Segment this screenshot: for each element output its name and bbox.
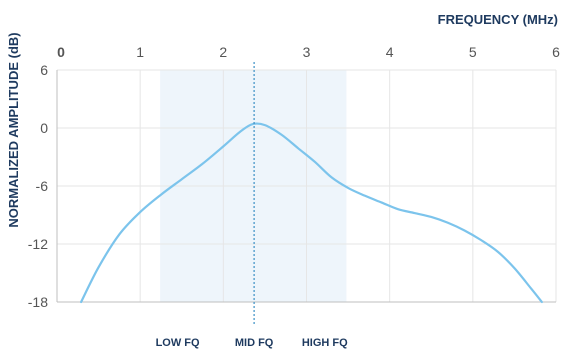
x-tick-label: 3 [303,44,311,60]
y-tick-label: 0 [40,120,48,136]
x-tick-label: 6 [552,44,560,60]
y-tick-label: -18 [28,294,48,310]
x-tick-labels: 0 1 2 3 4 5 6 [57,44,560,60]
grid-layer [57,69,557,302]
x-tick-label: 0 [57,44,65,60]
x-axis-title: FREQUENCY (MHz) [438,12,558,27]
x-tick-label: 2 [219,44,227,60]
series-layer [80,122,543,304]
x-tick-label: 4 [386,44,394,60]
y-tick-label: 6 [40,62,48,78]
band-labels: LOW FQ MID FQ HIGH FQ [156,337,349,349]
y-tick-label: -6 [36,178,49,194]
y-tick-labels: 6 0 -6 -12 -18 [28,62,48,310]
axis-layer [56,70,556,303]
x-tick-label: 5 [469,44,477,60]
band-label: MID FQ [235,337,274,349]
band-label: LOW FQ [156,337,200,349]
band-label: HIGH FQ [302,337,348,349]
y-tick-label: -12 [28,236,48,252]
x-tick-label: 1 [136,44,144,60]
y-axis-title: NORMALIZED AMPLITUDE (dB) [6,32,21,227]
series-line [80,122,543,304]
